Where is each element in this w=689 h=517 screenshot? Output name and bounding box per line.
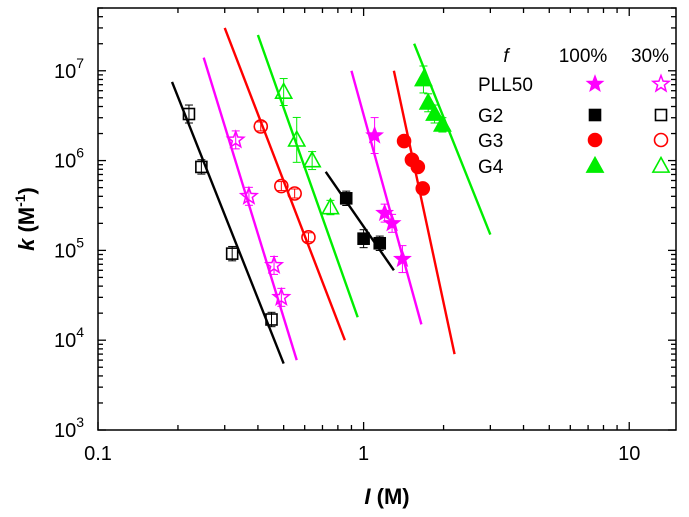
point-g3-f30 — [301, 229, 316, 245]
point-g2-f30 — [195, 160, 208, 174]
legend-label-g3: G3 — [478, 131, 503, 152]
point-g4-f100 — [425, 103, 445, 121]
point-pll50-f30 — [263, 254, 285, 275]
tick-labels: 0.1 1 10 103 104 105 106 107 — [54, 55, 640, 465]
fit-line-g2-f30 — [170, 81, 285, 364]
y-axis-title-close: ) — [14, 187, 39, 194]
point-g4-f30 — [287, 129, 307, 147]
legend: f 100% 30% PLL50 G2 G3 G4 — [478, 46, 672, 178]
point-g2-f30 — [265, 313, 278, 326]
legend-marker-pll50-30 — [650, 73, 672, 93]
point-pll50-f100 — [392, 249, 412, 268]
legend-marker-g3-30 — [653, 132, 669, 148]
legend-f-header: f — [503, 46, 510, 67]
legend-30-header: 30% — [631, 46, 669, 67]
point-g3-f30 — [274, 178, 289, 194]
x-tick-label: 1 — [358, 443, 369, 465]
x-tick-label: 0.1 — [84, 443, 112, 465]
x-axis-title-symbol: I — [364, 484, 371, 509]
point-pll50-f30 — [271, 286, 292, 306]
point-g4-f30 — [320, 197, 340, 215]
point-g2-f30 — [225, 247, 239, 260]
y-tick-label: 103 — [54, 414, 84, 442]
y-axis-title-unit: (M — [14, 207, 39, 239]
point-pll50-f100 — [382, 213, 402, 232]
y-tick-label: 105 — [54, 234, 84, 262]
legend-marker-g4-30 — [651, 155, 671, 173]
point-g4-f100 — [414, 69, 433, 87]
point-pll50-f100 — [365, 125, 385, 144]
fit-line-g2-f100 — [324, 171, 395, 271]
legend-marker-g2-100 — [588, 108, 602, 122]
legend-marker-g4-100 — [585, 155, 605, 173]
y-tick-label: 106 — [54, 145, 84, 173]
point-g4-f30 — [274, 81, 294, 99]
legend-marker-g2-30 — [654, 108, 668, 122]
point-g3-f30 — [287, 186, 302, 201]
point-pll50-f100 — [375, 203, 395, 222]
legend-label-g2: G2 — [478, 106, 503, 127]
point-g3-f30 — [253, 119, 269, 134]
plot-area — [97, 7, 677, 431]
legend-marker-g3-100 — [587, 132, 603, 148]
point-g3-f100 — [410, 159, 426, 175]
x-tick-label: 10 — [618, 443, 640, 465]
point-g2-f30 — [182, 107, 196, 121]
point-pll50-f30 — [238, 185, 260, 205]
fit-line-g3-f100 — [392, 70, 456, 355]
x-axis-title: I (M) — [364, 484, 409, 509]
legend-100-header: 100% — [559, 46, 608, 67]
y-tick-label: 107 — [54, 55, 84, 83]
point-g4-f30 — [302, 150, 322, 168]
point-g2-f100 — [373, 236, 387, 250]
legend-label-pll50: PLL50 — [478, 75, 533, 96]
point-g3-f100 — [396, 133, 412, 149]
y-tick-label: 104 — [54, 324, 84, 352]
fit-lines — [170, 27, 492, 364]
fit-line-pll50-f30 — [202, 57, 298, 361]
fit-line-g3-f30 — [223, 27, 346, 341]
fit-line-g4-f30 — [256, 34, 359, 318]
point-g2-f100 — [339, 192, 353, 205]
legend-label-g4: G4 — [478, 157, 504, 178]
point-pll50-f30 — [225, 129, 246, 149]
point-g4-f100 — [418, 92, 438, 110]
y-axis-title-symbol: k — [14, 237, 39, 251]
point-g3-f100 — [415, 181, 431, 196]
fit-line-pll50-f100 — [350, 70, 423, 325]
x-axis-title-unit: (M) — [371, 484, 410, 509]
legend-markers — [585, 73, 672, 173]
y-axis-title-exponent: -1 — [12, 194, 28, 207]
point-g2-f100 — [357, 232, 370, 245]
point-g4-f100 — [432, 114, 452, 132]
axis-ticks — [97, 7, 676, 431]
legend-marker-pll50-100 — [585, 74, 605, 93]
data-markers — [182, 69, 452, 326]
y-axis-title: k (M-1) — [12, 187, 39, 251]
